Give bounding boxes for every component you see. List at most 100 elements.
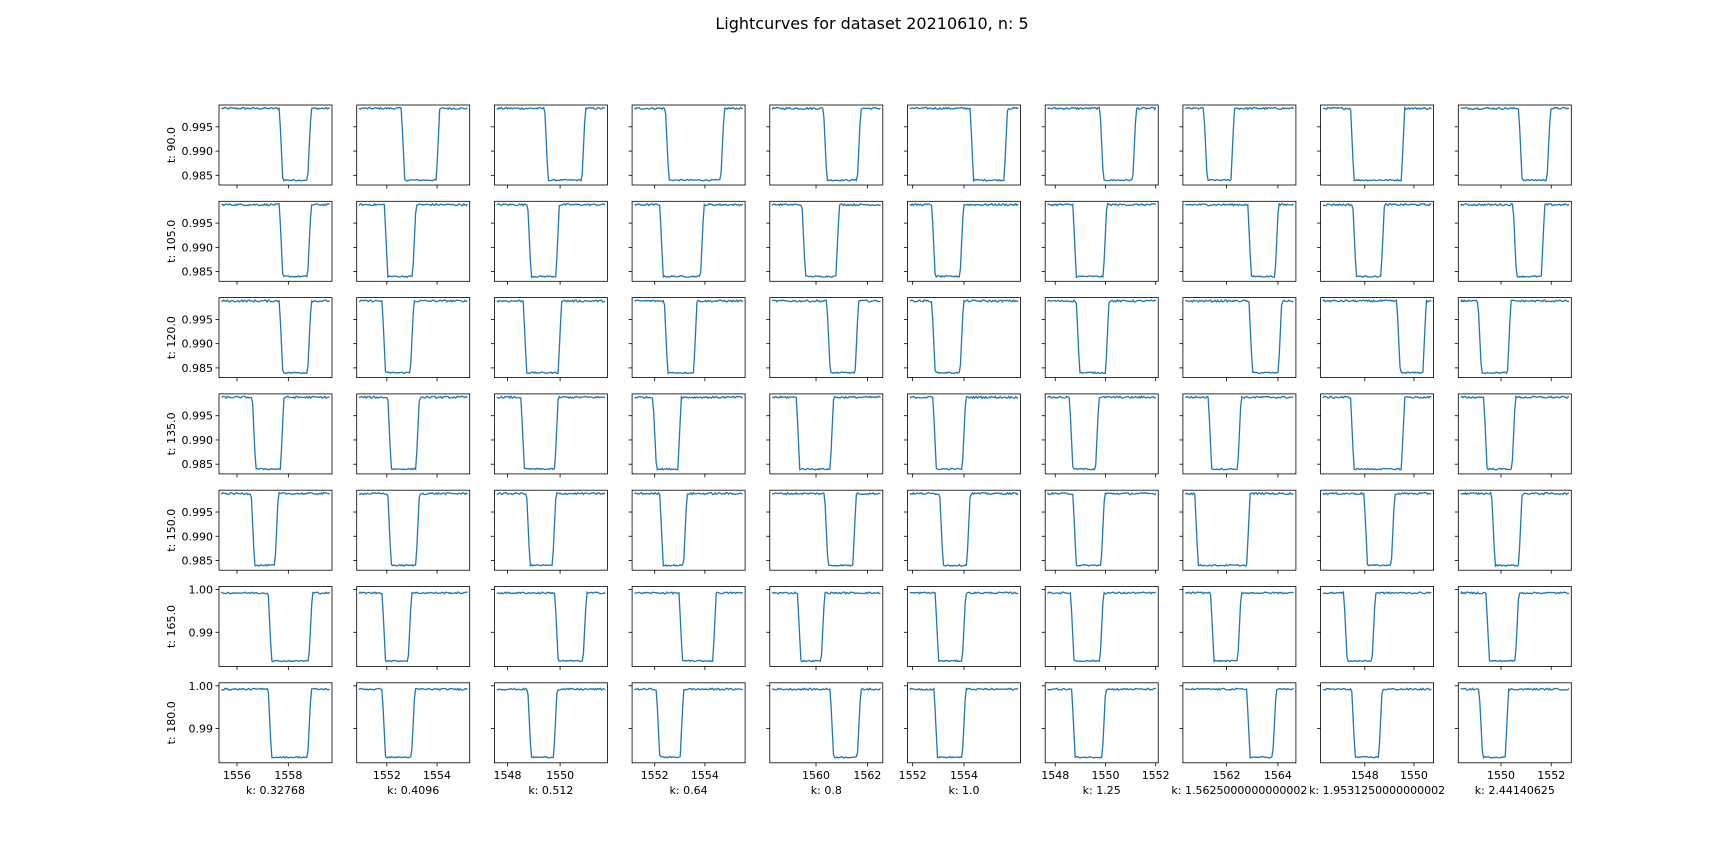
lightcurve-line: [1184, 687, 1294, 759]
row-label: t: 105.0: [165, 220, 178, 263]
column-label: k: 1.0: [948, 784, 979, 797]
lightcurve-line: [909, 106, 1019, 183]
column-label: k: 0.64: [670, 784, 708, 797]
y-tick-label: 0.990: [182, 241, 214, 254]
lightcurve-line: [633, 106, 743, 182]
panel-r3-c7: [1179, 393, 1297, 478]
x-tick-label: 1550: [1400, 769, 1428, 782]
column-label: k: 2.44140625: [1475, 784, 1555, 797]
y-tick-label: 0.995: [182, 410, 214, 423]
panel-r3-c9: [1454, 393, 1572, 478]
y-tick-label: 0.985: [182, 266, 214, 279]
panel-r6-c8: 1548 1550 k: 1.9531250000000002: [1309, 682, 1445, 797]
lightcurve-line: [1460, 395, 1570, 471]
lightcurve-line: [220, 491, 331, 567]
panel-frame: [218, 104, 333, 186]
panel-frame: [1320, 297, 1434, 379]
x-tick-label: 1552: [641, 769, 669, 782]
y-tick-label: 0.99: [189, 723, 214, 736]
panel-r2-c5: [904, 297, 1021, 382]
x-tick-label: 1558: [274, 769, 302, 782]
lightcurve-line: [1322, 590, 1432, 663]
panel-r3-c2: [490, 393, 608, 478]
panel-r6-c3: 1552 1554 k: 0.64: [628, 682, 746, 797]
lightcurve-line: [1460, 491, 1570, 568]
panel-frame: [1457, 297, 1572, 379]
panel-frame: [1182, 297, 1297, 379]
panel-r5-c3: [628, 586, 746, 670]
y-tick-label: 0.990: [182, 145, 214, 158]
lightcurve-line: [771, 591, 881, 663]
y-tick-label: 0.985: [182, 169, 214, 182]
lightcurve-line: [634, 299, 744, 375]
lightcurve-line: [1184, 106, 1295, 182]
panel-r5-c4: [766, 586, 884, 670]
lightcurve-line: [496, 202, 606, 279]
x-tick-label: 1550: [1091, 769, 1119, 782]
lightcurve-line: [496, 395, 606, 471]
lightcurve-line: [1460, 106, 1570, 182]
panel-r2-c7: [1179, 297, 1297, 382]
column-label: k: 1.9531250000000002: [1309, 784, 1445, 797]
lightcurve-line: [358, 299, 468, 375]
panel-r0-c6: [1041, 104, 1159, 189]
panel-frame: [1457, 104, 1572, 186]
panel-frame: [493, 393, 608, 475]
panel-r3-c1: [353, 393, 471, 478]
panel-frame: [218, 682, 333, 764]
lightcurve-line: [909, 687, 1019, 759]
panel-frame: [1182, 200, 1297, 282]
panel-frame: [493, 104, 608, 186]
panel-r3-c8: [1317, 393, 1434, 478]
panel-r0-c0: 0.995 0.990 0.985 t: 90.0: [165, 104, 333, 189]
panel-r6-c5: 1552 1554 k: 1.0: [899, 682, 1021, 797]
panel-r6-c9: 1550 1552 k: 2.44140625: [1454, 682, 1572, 797]
panel-r5-c7: [1179, 586, 1297, 670]
lightcurve-line: [496, 590, 606, 663]
panel-frame: [631, 682, 746, 764]
lightcurve-line: [634, 395, 743, 471]
lightcurve-line: [496, 687, 606, 759]
lightcurve-line: [771, 687, 881, 759]
lightcurve-line: [772, 395, 881, 471]
lightcurve-line: [496, 299, 606, 375]
row-label: t: 165.0: [165, 605, 178, 648]
panel-r1-c4: [766, 200, 884, 285]
panel-r4-c6: [1041, 489, 1159, 574]
panel-r6-c1: 1552 1554 k: 0.4096: [353, 682, 471, 797]
panel-frame: [493, 297, 608, 379]
panel-r0-c9: [1454, 104, 1572, 189]
panel-r2-c6: [1041, 297, 1159, 382]
panel-frame: [631, 586, 746, 667]
panel-r2-c9: [1454, 297, 1572, 382]
lightcurve-line: [1185, 202, 1295, 278]
panel-frame: [218, 393, 333, 475]
panel-r4-c4: [766, 489, 884, 574]
panel-frame: [1457, 586, 1572, 667]
panel-r1-c9: [1454, 200, 1572, 285]
panel-r4-c5: [904, 489, 1021, 574]
panel-frame: [356, 586, 471, 667]
lightcurve-line: [1460, 687, 1570, 760]
lightcurve-line: [771, 299, 881, 375]
panel-frame: [1044, 393, 1159, 475]
column-label: k: 0.512: [528, 784, 573, 797]
panel-frame: [1320, 682, 1434, 764]
column-label: k: 1.5625000000000002: [1171, 784, 1307, 797]
panel-r1-c8: [1317, 200, 1434, 285]
panel-frame: [907, 489, 1021, 571]
panel-r0-c5: [904, 104, 1021, 189]
x-tick-label: 1550: [1487, 769, 1515, 782]
panel-frame: [1320, 393, 1434, 475]
panel-r2-c4: [766, 297, 884, 382]
panel-r1-c5: [904, 200, 1021, 285]
lightcurve-line: [909, 491, 1019, 567]
row-label: t: 150.0: [165, 509, 178, 552]
lightcurve-line: [358, 687, 468, 759]
panel-r4-c3: [628, 489, 746, 574]
x-tick-label: 1562: [853, 769, 881, 782]
panel-frame: [769, 200, 884, 282]
lightcurve-line: [358, 106, 468, 182]
x-tick-label: 1552: [373, 769, 401, 782]
